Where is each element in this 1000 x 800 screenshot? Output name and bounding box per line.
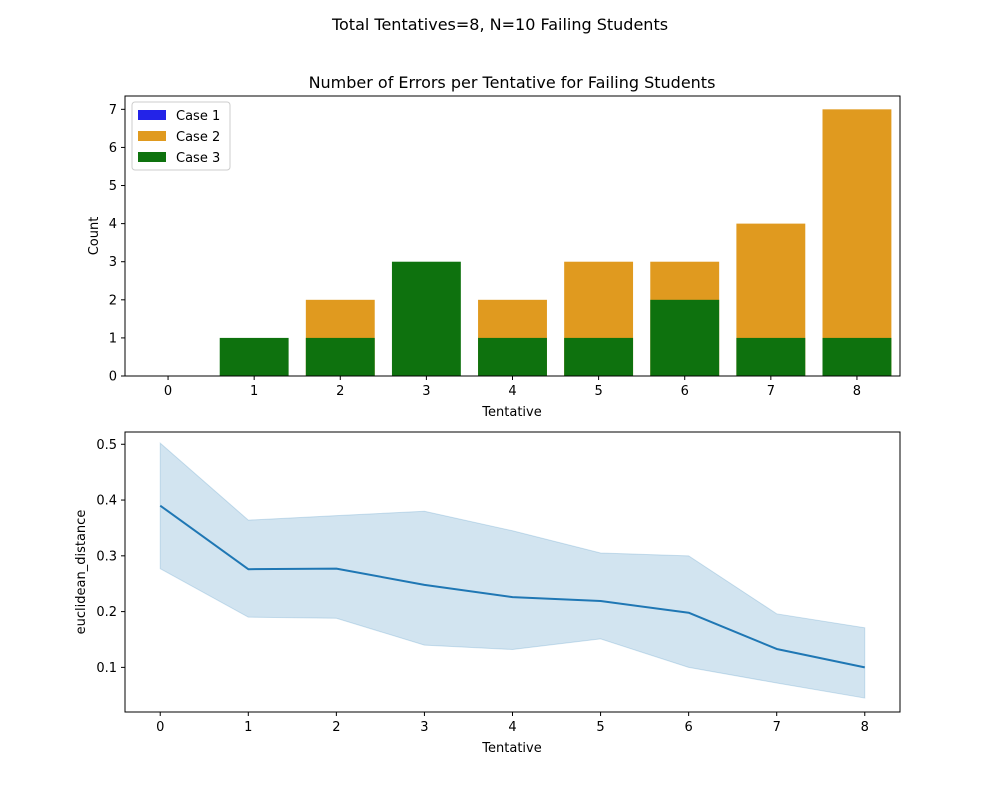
legend-swatch-case-2 [138, 131, 166, 141]
bar-chart-y-axis-label: Count [87, 217, 102, 256]
x-tick-label: 6 [684, 720, 692, 735]
y-tick-label: 0.2 [96, 605, 117, 620]
figure-suptitle: Total Tentatives=8, N=10 Failing Student… [331, 15, 668, 34]
legend-label-case-1: Case 1 [176, 109, 220, 124]
y-tick-label: 5 [109, 179, 117, 194]
line-chart-plot-frame [124, 431, 901, 713]
y-tick-label: 0.1 [96, 661, 117, 676]
x-tick-label: 1 [244, 720, 252, 735]
y-tick-label: 0.3 [96, 549, 117, 564]
x-tick-label: 7 [773, 720, 781, 735]
x-tick-label: 8 [861, 720, 869, 735]
bar-case-3 [564, 337, 634, 376]
y-tick-label: 0.4 [96, 494, 117, 509]
y-tick-label: 1 [109, 331, 117, 346]
y-tick-label: 4 [109, 217, 117, 232]
confidence-band [159, 442, 866, 699]
line-chart: 0.1 0.2 0.3 0.4 0.5 0 1 2 3 4 5 6 7 8 Tentative eucli… [74, 431, 901, 756]
bar-case-2 [822, 109, 892, 376]
bar-chart-legend: Case 1 Case 2 Case 3 [131, 101, 231, 171]
line-chart-y-axis-label: euclidean_distance [74, 510, 89, 635]
bar-chart-ticks: 0 1 2 3 4 5 6 7 0 1 2 3 4 5 6 7 8 [109, 103, 861, 399]
bar-case-3 [478, 337, 547, 376]
legend-swatch-case-1 [138, 110, 166, 120]
bar-chart-bars [219, 109, 892, 376]
y-tick-label: 2 [109, 293, 117, 308]
bar-case-3 [305, 337, 375, 376]
x-tick-label: 3 [422, 384, 430, 399]
x-tick-label: 7 [767, 384, 775, 399]
bar-chart-plot-frame [124, 95, 901, 377]
bar-case-3 [736, 337, 806, 376]
y-tick-label: 0.5 [96, 438, 117, 453]
y-tick-label: 3 [109, 255, 117, 270]
legend-label-case-3: Case 3 [176, 151, 220, 166]
y-tick-label: 7 [109, 103, 117, 118]
x-tick-label: 8 [853, 384, 861, 399]
x-tick-label: 2 [332, 720, 340, 735]
legend-label-case-2: Case 2 [176, 130, 220, 145]
x-tick-label: 4 [508, 384, 516, 399]
bar-case-3 [391, 261, 461, 376]
legend-swatch-case-3 [138, 152, 166, 162]
y-tick-label: 6 [109, 141, 117, 156]
x-tick-label: 1 [250, 384, 258, 399]
x-tick-label: 6 [681, 384, 689, 399]
x-tick-label: 5 [596, 720, 604, 735]
y-tick-label: 0 [109, 370, 117, 385]
x-tick-label: 0 [156, 720, 164, 735]
bar-chart: Number of Errors per Tentative for Faili… [87, 73, 901, 420]
bar-case-3 [650, 299, 720, 376]
x-tick-label: 5 [594, 384, 602, 399]
series-line [159, 504, 865, 669]
x-tick-label: 4 [508, 720, 516, 735]
line-chart-x-axis-label: Tentative [481, 741, 541, 756]
line-chart-ticks: 0.1 0.2 0.3 0.4 0.5 0 1 2 3 4 5 6 7 8 [96, 438, 869, 735]
x-tick-label: 0 [164, 384, 172, 399]
x-tick-label: 3 [420, 720, 428, 735]
bar-chart-x-axis-label: Tentative [481, 405, 541, 420]
bar-case-3 [219, 337, 289, 376]
bar-case-3 [822, 337, 892, 376]
bar-chart-title: Number of Errors per Tentative for Faili… [309, 73, 716, 92]
x-tick-label: 2 [336, 384, 344, 399]
